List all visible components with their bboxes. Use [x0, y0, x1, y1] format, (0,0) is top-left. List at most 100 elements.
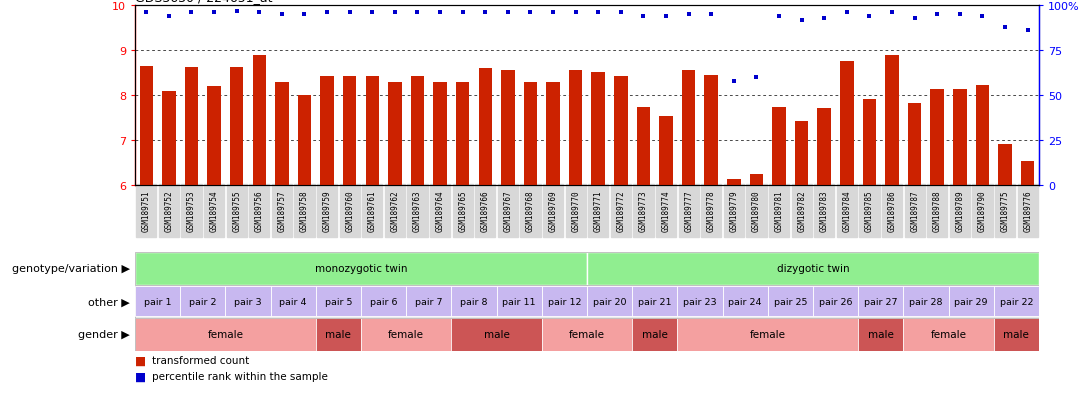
Text: other ▶: other ▶ — [87, 297, 130, 306]
Text: pair 8: pair 8 — [460, 297, 488, 306]
Bar — [632, 286, 677, 317]
Text: male: male — [642, 330, 667, 339]
Point — [1020, 28, 1037, 35]
Point — [522, 10, 539, 17]
Bar — [818, 109, 831, 186]
Bar — [524, 83, 537, 186]
Point — [409, 10, 427, 17]
Text: GDS3630 / 224651_at: GDS3630 / 224651_at — [135, 0, 272, 4]
Bar — [497, 286, 542, 317]
Point — [974, 14, 991, 20]
Text: ■: ■ — [135, 370, 146, 383]
Point — [205, 10, 222, 17]
Bar — [388, 83, 402, 186]
Point — [431, 10, 448, 17]
Bar — [908, 104, 921, 186]
Bar — [723, 286, 768, 317]
Bar — [315, 286, 361, 317]
Point — [476, 10, 494, 17]
Text: ■: ■ — [135, 354, 146, 367]
Bar — [677, 318, 859, 351]
Bar — [863, 100, 876, 186]
Text: female: female — [569, 330, 605, 339]
Bar — [546, 83, 559, 186]
Text: pair 21: pair 21 — [638, 297, 672, 306]
Text: pair 23: pair 23 — [684, 297, 717, 306]
Text: pair 3: pair 3 — [234, 297, 261, 306]
Bar — [840, 62, 853, 186]
Bar — [343, 77, 356, 186]
Bar — [994, 318, 1039, 351]
Text: pair 7: pair 7 — [415, 297, 443, 306]
Point — [251, 10, 268, 17]
Text: female: female — [931, 330, 967, 339]
Bar — [451, 318, 542, 351]
Point — [499, 10, 516, 17]
Point — [544, 10, 562, 17]
Point — [319, 10, 336, 17]
Bar — [859, 286, 903, 317]
Bar — [903, 286, 948, 317]
Bar — [410, 77, 424, 186]
Point — [612, 10, 630, 17]
Bar — [271, 286, 315, 317]
Point — [861, 14, 878, 20]
Point — [454, 10, 471, 17]
Text: pair 11: pair 11 — [502, 297, 536, 306]
Bar — [451, 286, 497, 317]
Bar — [795, 122, 809, 186]
Bar — [135, 252, 588, 285]
Bar — [886, 56, 899, 186]
Bar — [681, 71, 696, 186]
Point — [680, 12, 698, 19]
Point — [341, 10, 359, 17]
Bar — [456, 83, 470, 186]
Point — [387, 10, 404, 17]
Bar — [406, 286, 451, 317]
Text: pair 26: pair 26 — [819, 297, 852, 306]
Bar — [230, 68, 243, 186]
Bar — [948, 286, 994, 317]
Bar — [768, 286, 813, 317]
Text: gender ▶: gender ▶ — [78, 330, 130, 339]
Text: male: male — [1003, 330, 1029, 339]
Bar — [135, 318, 315, 351]
Point — [160, 14, 177, 20]
Bar — [750, 175, 764, 186]
Point — [273, 12, 291, 19]
Bar — [542, 318, 632, 351]
Bar — [185, 68, 199, 186]
Bar — [813, 286, 859, 317]
Bar — [592, 73, 605, 186]
Text: male: male — [325, 330, 351, 339]
Point — [906, 15, 923, 22]
Point — [296, 12, 313, 19]
Text: pair 28: pair 28 — [909, 297, 943, 306]
Point — [815, 15, 833, 22]
Bar — [588, 286, 632, 317]
Point — [951, 12, 969, 19]
Bar — [677, 286, 723, 317]
Point — [997, 24, 1014, 31]
Bar — [727, 179, 741, 186]
Bar — [615, 77, 627, 186]
Point — [658, 14, 675, 20]
Bar — [365, 77, 379, 186]
Bar — [226, 286, 271, 317]
Text: pair 4: pair 4 — [280, 297, 307, 306]
Text: pair 6: pair 6 — [369, 297, 397, 306]
Text: monozygotic twin: monozygotic twin — [314, 263, 407, 273]
Point — [635, 14, 652, 20]
Bar — [975, 86, 989, 186]
Text: male: male — [868, 330, 894, 339]
Bar — [207, 87, 221, 186]
Bar — [180, 286, 226, 317]
Bar — [953, 89, 967, 186]
Bar — [361, 286, 406, 317]
Text: pair 22: pair 22 — [1000, 297, 1034, 306]
Bar — [569, 71, 582, 186]
Point — [137, 10, 154, 17]
Bar — [859, 318, 903, 351]
Text: pair 1: pair 1 — [144, 297, 172, 306]
Text: pair 25: pair 25 — [773, 297, 807, 306]
